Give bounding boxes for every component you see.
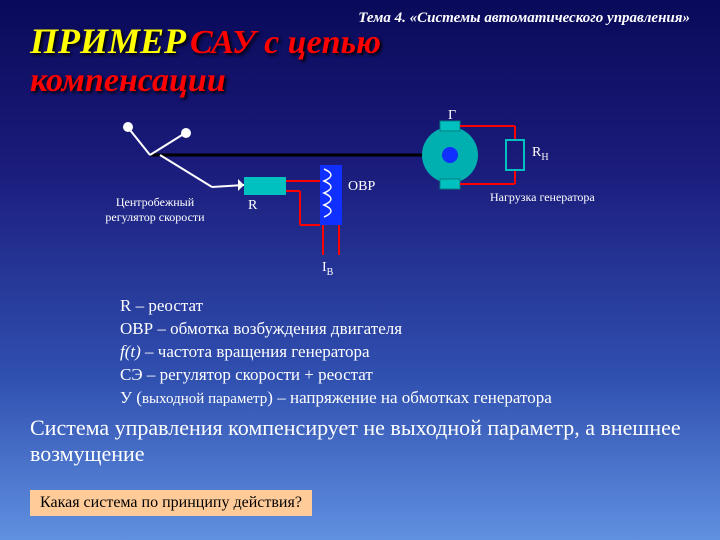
slide-title: ПРИМЕР САУ с цепью компенсации <box>30 20 590 100</box>
rheostat-block <box>244 177 286 195</box>
label-g: Г <box>448 108 456 124</box>
governor-arm-2 <box>150 135 182 155</box>
circuit-diagram: Г R ОВР IВ RН Центробежный регулятор ско… <box>120 115 640 285</box>
conclusion-text: Система управления компенсирует не выход… <box>30 415 690 468</box>
question-box: Какая система по принципу действия? <box>30 490 312 516</box>
legend-r-desc: реостат <box>148 296 203 315</box>
label-centrifugal: Центробежный регулятор скорости <box>90 195 220 225</box>
title-line-2: компенсации <box>30 62 226 99</box>
legend-u-paren: выходной параметр <box>142 391 267 407</box>
legend-u-desc: напряжение на обмотках генератора <box>290 388 552 407</box>
legend-r: R – реостат <box>120 295 552 318</box>
load-resistor <box>506 140 524 170</box>
rheostat-arrow <box>238 179 244 191</box>
label-rn-sym: R <box>532 145 541 160</box>
legend-block: R – реостат ОВР – обмотка возбуждения дв… <box>120 295 552 410</box>
legend-u-sym: У <box>120 388 132 407</box>
label-rn: RН <box>532 145 549 163</box>
title-word-1: ПРИМЕР <box>30 21 186 61</box>
title-word-2: САУ с цепью <box>190 24 381 61</box>
label-r: R <box>248 198 257 214</box>
legend-se-sym: СЭ <box>120 365 143 384</box>
legend-se: СЭ – регулятор скорости + реостат <box>120 364 552 387</box>
governor-mass-1 <box>123 122 133 132</box>
legend-ovr-sym: ОВР <box>120 319 153 338</box>
label-ovr: ОВР <box>348 179 375 195</box>
governor-lever <box>160 155 212 187</box>
generator-core <box>442 147 458 163</box>
brush-bottom <box>440 179 460 189</box>
legend-ovr: ОВР – обмотка возбуждения двигателя <box>120 318 552 341</box>
label-load: Нагрузка генератора <box>490 190 630 205</box>
legend-ft: f(t) – частота вращения генератора <box>120 341 552 364</box>
legend-ft-desc: частота вращения генератора <box>158 342 370 361</box>
legend-se-desc: регулятор скорости + реостат <box>160 365 373 384</box>
legend-u: У (выходной параметр) – напряжение на об… <box>120 387 552 410</box>
label-rn-sub: Н <box>541 152 548 163</box>
label-iv-sub: В <box>327 267 334 278</box>
governor-arm-1 <box>130 130 150 155</box>
governor-mass-2 <box>181 128 191 138</box>
legend-r-sym: R <box>120 296 131 315</box>
label-iv: IВ <box>322 260 333 278</box>
legend-ft-sym: f(t) <box>120 342 141 361</box>
legend-ovr-desc: обмотка возбуждения двигателя <box>170 319 402 338</box>
